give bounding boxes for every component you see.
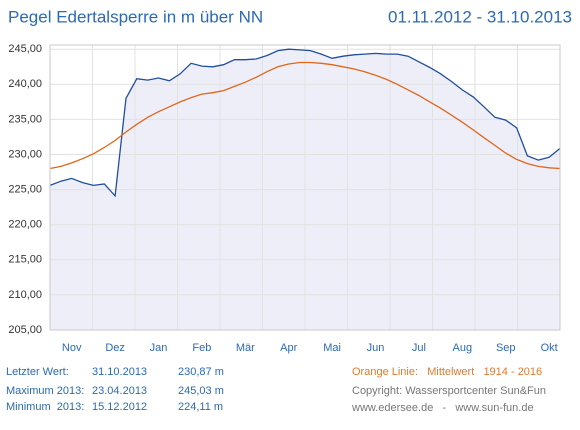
- series-line: [49, 48, 561, 198]
- x-tick-label: Jan: [150, 342, 168, 354]
- stat-value: 224,11 m: [178, 401, 223, 413]
- y-tick-label: 245,00: [8, 43, 42, 55]
- x-tick-label: Jun: [367, 342, 385, 354]
- y-tick-label: 240,00: [8, 78, 42, 90]
- y-tick-label: 210,00: [8, 289, 42, 301]
- x-tick-label: Mär: [236, 342, 255, 354]
- stat-value: 230,87 m: [178, 366, 224, 378]
- stat-date: 23.04.2013: [92, 385, 147, 397]
- y-tick-label: 225,00: [8, 184, 42, 196]
- stat-value: 245,03 m: [178, 385, 224, 397]
- legend-note: Orange Linie: Mittelwert 1914 - 2016: [352, 366, 542, 378]
- y-tick-label: 235,00: [8, 113, 42, 125]
- y-tick-label: 205,00: [8, 324, 42, 336]
- stat-label: Letzter Wert:: [6, 366, 69, 378]
- stat-label: Maximum 2013:: [6, 385, 84, 397]
- chart-title: Pegel Edertalsperre in m über NN: [8, 7, 263, 26]
- copyright: Copyright: Wassersportcenter Sun&Fun: [352, 385, 546, 397]
- links: www.edersee.de - www.sun-fun.de: [351, 402, 534, 414]
- plot-area: 205,00 210,00 215,00 220,00 225,00 230,00 235,…: [8, 43, 561, 354]
- y-tick-label: 220,00: [8, 219, 42, 231]
- x-tick-label: Nov: [62, 342, 82, 354]
- date-range: 01.11.2012 - 31.10.2013: [388, 7, 572, 26]
- x-tick-label: Dez: [105, 342, 125, 354]
- stat-date: 15.12.2012: [92, 401, 147, 413]
- y-tick-label: 215,00: [8, 254, 42, 266]
- stat-label: Minimum 2013:: [6, 401, 84, 413]
- series-line: [49, 61, 561, 170]
- plot-border: [49, 44, 561, 331]
- x-tick-label: Jul: [412, 342, 426, 354]
- stat-date: 31.10.2013: [92, 366, 147, 378]
- y-tick-label: 230,00: [8, 148, 42, 160]
- x-tick-label: Okt: [541, 342, 558, 354]
- x-tick-label: Sep: [496, 342, 516, 354]
- x-tick-label: Apr: [280, 342, 297, 354]
- x-tick-label: Mai: [323, 342, 341, 354]
- x-tick-label: Feb: [192, 342, 211, 354]
- x-tick-label: Aug: [453, 342, 473, 354]
